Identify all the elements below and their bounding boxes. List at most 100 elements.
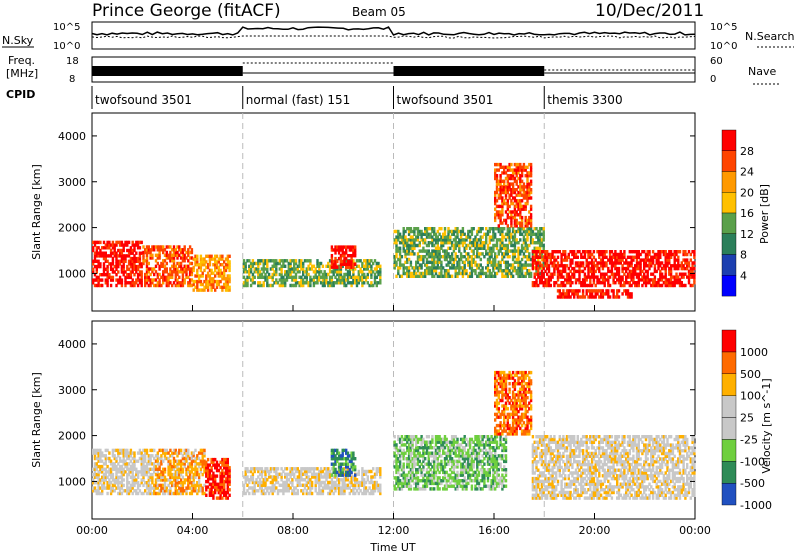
vel-cbar-swatch-6 [721, 351, 737, 374]
velocity-colorbar-label: Velocity [m s^-1] [760, 378, 773, 473]
vel-yticks-label-0: 1000 [58, 475, 86, 488]
vel-cbar-swatch-4 [721, 395, 737, 418]
power-yticks-label-1: 2000 [58, 222, 86, 235]
power-colorbar-label: Power [dB] [758, 184, 771, 244]
vel-yticks-label-2: 3000 [58, 384, 86, 397]
vel-plot-region-0 [92, 448, 156, 496]
freq-bars [92, 62, 695, 76]
vel-cbar-tick-4: -25 [740, 433, 758, 446]
cpid-segment-label-0: twofsound 3501 [95, 93, 192, 107]
cpid-segment-label-3: themis 3300 [547, 93, 622, 107]
cpid-segment-label-1: normal (fast) 151 [246, 93, 350, 107]
power-plot-region-4 [330, 245, 357, 269]
x-tick-label-2: 08:00 [277, 524, 309, 537]
date-title: 10/Dec/2011 [595, 1, 704, 21]
velocity-y-ticks: 1000 2000 3000 4000 [58, 338, 695, 488]
vel-cbar-tick-6: -500 [740, 477, 765, 490]
power-plot-region-5 [393, 227, 545, 278]
vel-plot-region-4 [330, 448, 357, 477]
nsearch-tick-max: 10^5 [710, 22, 737, 33]
nsky-label: N.Sky [2, 34, 34, 47]
vel-cbar-tick-7: -1000 [740, 499, 772, 512]
nave-label: Nave [748, 65, 776, 78]
power-plot-region-2 [192, 254, 231, 292]
vel-cbar-tick-5: -100 [740, 455, 765, 468]
nsky-tick-min: 10^0 [53, 41, 80, 52]
freq-bar-2 [393, 66, 545, 76]
power-cbar-tick-5: 8 [740, 249, 747, 262]
power-plot-region-8 [556, 289, 633, 299]
power-plot-region-1 [142, 245, 194, 288]
vel-yticks-label-3: 4000 [58, 338, 86, 351]
cpid-row: twofsound 3501 normal (fast) 151 twofsound… [91, 86, 623, 109]
power-cbar-tick-6: 4 [740, 269, 747, 282]
power-yticks-label-3: 4000 [58, 130, 86, 143]
power-cbar-tick-0: 28 [740, 145, 754, 158]
power-plot-region-3 [242, 259, 382, 288]
power-cbar-swatch-6 [721, 254, 737, 276]
power-cbar-swatch-1 [721, 150, 737, 172]
station-title: Prince George (fitACF) [92, 1, 281, 21]
power-cbar-swatch-5 [721, 233, 737, 255]
power-cbar-swatch-2 [721, 171, 737, 193]
x-tick-label-6: 00:00 [679, 524, 711, 537]
power-yticks-label-0: 1000 [58, 267, 86, 280]
vel-cbar-swatch-0 [721, 482, 737, 506]
vel-cbar-swatch-3 [721, 417, 737, 440]
nsky-tick-max: 10^5 [53, 22, 80, 33]
power-yticks-label-2: 3000 [58, 176, 86, 189]
vel-plot-region-5 [393, 435, 508, 491]
x-tick-label-5: 20:00 [579, 524, 611, 537]
power-cbar-tick-4: 12 [740, 228, 754, 241]
nave-tick-max: 60 [710, 56, 723, 67]
x-tick-label-4: 16:00 [478, 524, 510, 537]
freq-label: Freq. [8, 54, 35, 67]
vel-cbar-tick-0: 1000 [740, 346, 768, 359]
x-tick-label-3: 12:00 [378, 524, 410, 537]
power-cbar-tick-3: 16 [740, 207, 754, 220]
x-axis-ticks: 00:00 04:00 08:00 12:00 16:00 20:00 00:00 [76, 305, 711, 537]
power-cbar-swatch-0 [721, 129, 737, 151]
freq-unit-label: [MHz] [6, 67, 38, 80]
vel-cbar-tick-2: 100 [740, 390, 761, 403]
vel-cbar-swatch-1 [721, 461, 737, 484]
vel-cbar-swatch-2 [721, 439, 737, 462]
x-axis-label: Time UT [369, 541, 415, 554]
vel-yticks-label-1: 2000 [58, 430, 86, 443]
cpid-segment-label-2: twofsound 3501 [397, 93, 494, 107]
nave-tick-min: 0 [710, 74, 716, 85]
nsearch-trace [91, 35, 696, 39]
power-y-ticks: 1000 2000 3000 4000 [58, 130, 695, 280]
power-plot-region-0 [92, 240, 143, 288]
velocity-heatmap [92, 321, 696, 519]
power-cbar-swatch-7 [721, 275, 737, 297]
x-tick-label-0: 00:00 [76, 524, 108, 537]
vel-plot-region-6 [494, 370, 533, 436]
power-cbar-tick-2: 20 [740, 186, 754, 199]
x-tick-label-1: 04:00 [177, 524, 209, 537]
freq-tick-min: 8 [69, 74, 75, 85]
power-cbar-swatch-3 [721, 192, 737, 214]
freq-tick-max: 18 [66, 56, 79, 67]
vel-cbar-swatch-7 [721, 329, 737, 353]
cpid-label: CPID [6, 88, 35, 101]
nsky-trace [91, 26, 696, 36]
vel-plot-region-3 [242, 467, 382, 496]
nsearch-tick-min: 10^0 [710, 41, 737, 52]
power-colorbar: 28 24 20 16 12 8 4 [721, 129, 754, 297]
power-cbar-tick-1: 24 [740, 166, 754, 179]
velocity-colorbar: 1000 500 100 25 -25 -100 -500 -1000 [721, 329, 772, 512]
vel-plot-region-2 [205, 457, 231, 500]
vel-plot-region-1 [154, 448, 206, 496]
nsearch-label: N.Search [745, 30, 795, 43]
velocity-ylabel: Slant Range [km] [30, 372, 43, 468]
vel-cbar-tick-3: 25 [740, 412, 754, 425]
power-ylabel: Slant Range [km] [30, 164, 43, 260]
beam-title: Beam 05 [352, 5, 406, 19]
vel-cbar-swatch-5 [721, 373, 737, 396]
power-heatmap [92, 113, 696, 311]
power-cbar-swatch-4 [721, 212, 737, 234]
vel-cbar-tick-1: 500 [740, 368, 761, 381]
freq-bar-0 [92, 66, 243, 76]
